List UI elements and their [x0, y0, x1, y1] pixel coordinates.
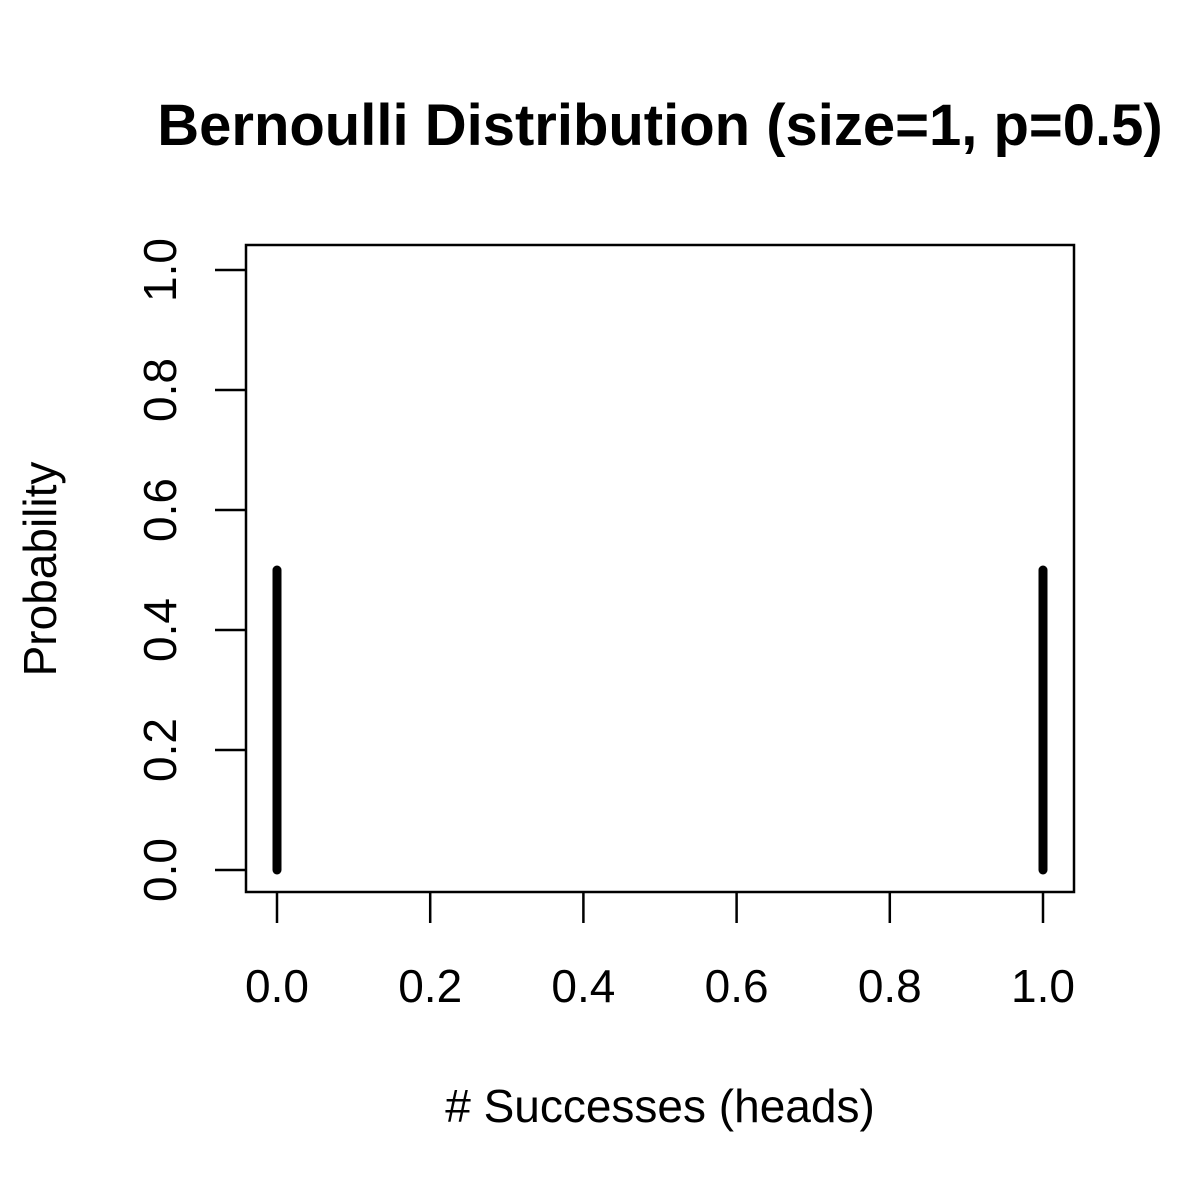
x-tick-label: 1.0 — [1011, 960, 1075, 1012]
y-axis-label: Probability — [14, 462, 66, 677]
bars — [272, 565, 1048, 875]
y-tick-label: 0.8 — [134, 358, 186, 422]
plot-area-border — [244, 243, 1076, 894]
y-tick-label: 1.0 — [134, 238, 186, 302]
y-tick-label: 0.0 — [134, 838, 186, 902]
y-tick-label: 0.4 — [134, 598, 186, 662]
x-tick-label: 0.0 — [245, 960, 309, 1012]
chart-title: Bernoulli Distribution (size=1, p=0.5) — [157, 93, 1163, 158]
x-tick-label: 0.8 — [858, 960, 922, 1012]
x-tick-label: 0.2 — [398, 960, 462, 1012]
x-tick-label: 0.6 — [705, 960, 769, 1012]
y-tick-label: 0.2 — [134, 718, 186, 782]
x-axis-label: # Successes (heads) — [445, 1080, 875, 1132]
x-axis: 0.0 0.2 0.4 0.6 0.8 1.0 — [245, 892, 1075, 1012]
y-axis: 0.0 0.2 0.4 0.6 0.8 1.0 — [134, 238, 246, 902]
x-tick-label: 0.4 — [551, 960, 615, 1012]
y-tick-label: 0.6 — [134, 478, 186, 542]
